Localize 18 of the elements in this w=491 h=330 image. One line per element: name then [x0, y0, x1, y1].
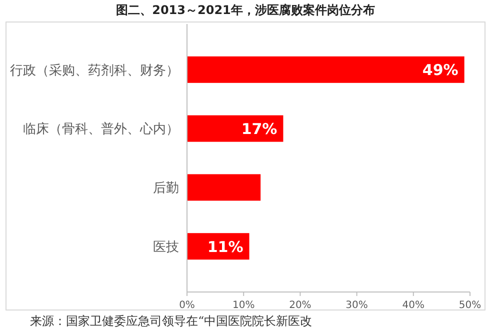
x-tick-label: 10%	[232, 300, 255, 311]
y-tick-label: 行政（采购、药剂科、财务）	[10, 62, 179, 78]
bar	[187, 56, 464, 83]
data-label: 17%	[241, 120, 278, 138]
data-label: 49%	[422, 61, 458, 80]
y-tick-label: 临床（骨科、普外、心内）	[23, 121, 179, 138]
bar	[187, 174, 261, 201]
x-tick-label: 20%	[289, 300, 312, 311]
y-tick-label: 医技	[153, 240, 179, 256]
x-tick-label: 40%	[402, 300, 425, 311]
source-note: 来源：国家卫健委应急司领导在“中国医院院长新医改	[30, 314, 312, 328]
x-tick-label: 30%	[346, 300, 368, 311]
y-tick-label: 后勤	[153, 181, 179, 196]
bar	[187, 115, 284, 142]
data-label: 11%	[207, 238, 244, 256]
chart-title: 图二、2013～2021年，涉医腐败案件岗位分布	[116, 3, 375, 17]
x-tick-label: 50%	[458, 300, 482, 311]
x-tick-label: 0%	[179, 300, 195, 311]
